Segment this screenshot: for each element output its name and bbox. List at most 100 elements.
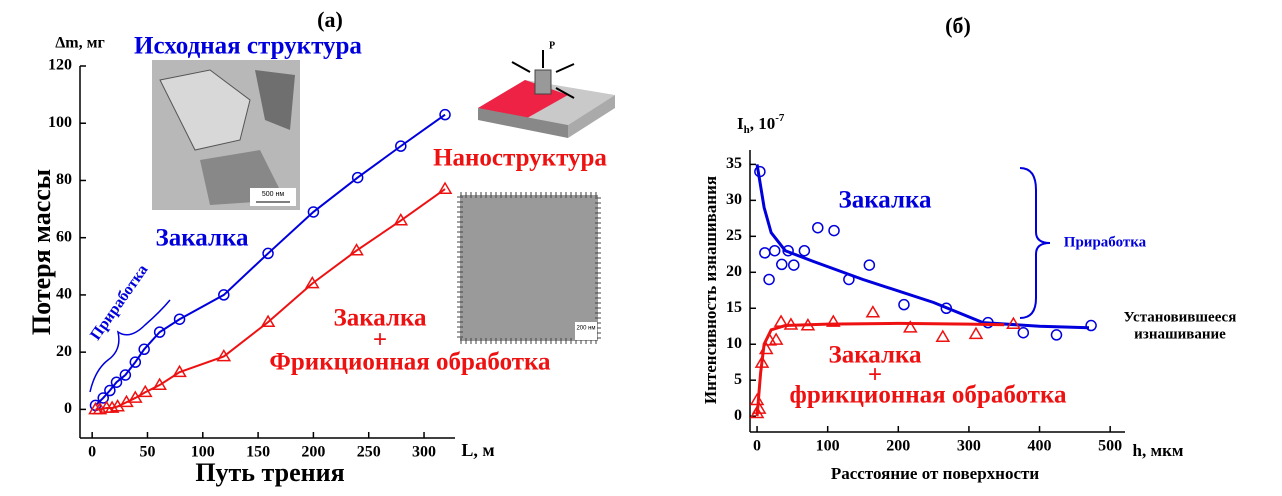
y-tick-label: 0	[734, 407, 742, 424]
marker	[759, 247, 771, 259]
marker	[104, 384, 116, 397]
marker	[773, 314, 789, 327]
marker	[749, 392, 765, 406]
marker	[153, 326, 166, 338]
marker	[218, 289, 230, 301]
y-tick-label: 25	[726, 227, 742, 244]
marker	[437, 181, 453, 194]
series-line	[95, 188, 446, 411]
y-unit-rest: , 10	[750, 114, 776, 133]
annotation: Приработка	[1064, 234, 1147, 250]
legend-label: фрикционная обработка	[790, 382, 1067, 409]
marker	[439, 108, 451, 121]
y-tick-label: 35	[726, 155, 742, 172]
micrograph: 500 нм	[152, 60, 300, 210]
y-unit: Ih, 10-7	[737, 112, 785, 136]
legend-label: Закалка	[839, 187, 932, 214]
y-tick-label: 20	[726, 263, 742, 280]
marker	[863, 259, 876, 271]
marker	[104, 400, 120, 413]
marker	[828, 224, 840, 237]
marker	[260, 314, 276, 328]
marker	[119, 369, 132, 381]
y-tick-label: 60	[56, 228, 72, 245]
y-axis-label: Интенсивность изнашивания	[701, 176, 720, 404]
x-tick-label: 100	[816, 438, 840, 455]
x-tick-label: 250	[357, 444, 381, 461]
marker	[751, 401, 767, 414]
y-unit-sub: h	[744, 124, 750, 136]
y-unit: Δm, мг	[55, 35, 105, 52]
marker	[865, 305, 881, 318]
y-tick-label: 120	[48, 57, 72, 74]
x-tick-label: 500	[1098, 438, 1122, 455]
marker	[172, 364, 187, 378]
marker	[1050, 329, 1063, 341]
marker	[1017, 326, 1030, 339]
marker	[768, 332, 784, 345]
panel-title: (а)	[317, 7, 343, 32]
marker	[783, 317, 799, 330]
panel-title: (б)	[945, 13, 971, 38]
marker	[138, 343, 150, 356]
marker	[843, 273, 855, 286]
y-unit-sup: -7	[775, 112, 785, 124]
legend-label: Закалка	[829, 342, 922, 369]
x-tick-label: 150	[246, 444, 270, 461]
marker	[137, 384, 153, 398]
brace	[1019, 167, 1051, 319]
marker	[776, 258, 788, 271]
x-unit: L, м	[461, 440, 494, 460]
annotation: Приработка	[87, 262, 151, 344]
x-tick-label: 300	[957, 438, 981, 455]
y-unit-symbol: I	[737, 114, 744, 133]
marker	[763, 273, 775, 286]
marker	[898, 298, 910, 311]
marker	[968, 326, 984, 340]
marker	[754, 165, 766, 178]
marker	[349, 243, 364, 256]
marker	[826, 314, 841, 327]
x-tick-label: 0	[88, 444, 96, 461]
marker	[1085, 319, 1097, 332]
y-tick-label: 40	[56, 286, 72, 303]
marker	[788, 259, 800, 271]
y-tick-label: 30	[726, 191, 742, 208]
marker	[152, 377, 167, 391]
marker	[395, 140, 407, 152]
y-tick-label: 15	[726, 299, 742, 316]
y-axis-label: Потеря массы	[27, 169, 56, 335]
annotation: Наноструктура	[433, 145, 607, 172]
x-tick-label: 50	[139, 444, 155, 461]
marker	[304, 275, 320, 289]
x-axis-label: Расстояние от поверхности	[831, 464, 1039, 483]
series-line	[94, 113, 446, 407]
legend-label: Закалка	[334, 305, 427, 332]
fit-curve	[755, 164, 1090, 330]
sample-sketch: P	[478, 40, 615, 138]
legend-label: Закалка	[156, 225, 249, 252]
y-tick-label: 20	[56, 343, 72, 360]
marker	[393, 213, 409, 226]
x-unit: h, мкм	[1133, 441, 1184, 460]
legend-label: Фрикционная обработка	[269, 349, 551, 376]
y-tick-label: 5	[734, 371, 742, 388]
brace	[89, 299, 171, 393]
marker	[351, 171, 364, 184]
annotation: Исходная структура	[134, 33, 362, 60]
y-tick-label: 10	[726, 335, 742, 352]
marker	[307, 206, 320, 218]
marker	[902, 320, 918, 333]
x-tick-label: 300	[412, 444, 436, 461]
marker	[110, 376, 123, 388]
annotation: изнашивание	[1134, 326, 1226, 342]
x-tick-label: 200	[886, 438, 910, 455]
marker	[782, 244, 794, 257]
marker	[129, 356, 142, 368]
legend-label: +	[373, 327, 387, 354]
x-axis-label: Путь трения	[195, 458, 344, 487]
marker	[262, 247, 274, 260]
marker	[982, 316, 994, 329]
y-tick-label: 0	[64, 400, 72, 417]
marker	[216, 348, 232, 362]
